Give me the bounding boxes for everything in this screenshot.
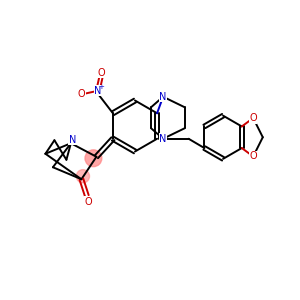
Circle shape [76,169,89,183]
Text: N: N [69,135,76,145]
Text: N: N [94,86,102,96]
Text: N: N [159,92,167,102]
Text: O: O [85,197,92,207]
Text: O: O [78,89,85,99]
Text: +: + [98,84,104,90]
Text: O: O [97,68,105,78]
Text: O: O [249,113,257,123]
Text: N: N [159,134,167,144]
Circle shape [85,150,102,166]
Text: O: O [249,152,257,161]
